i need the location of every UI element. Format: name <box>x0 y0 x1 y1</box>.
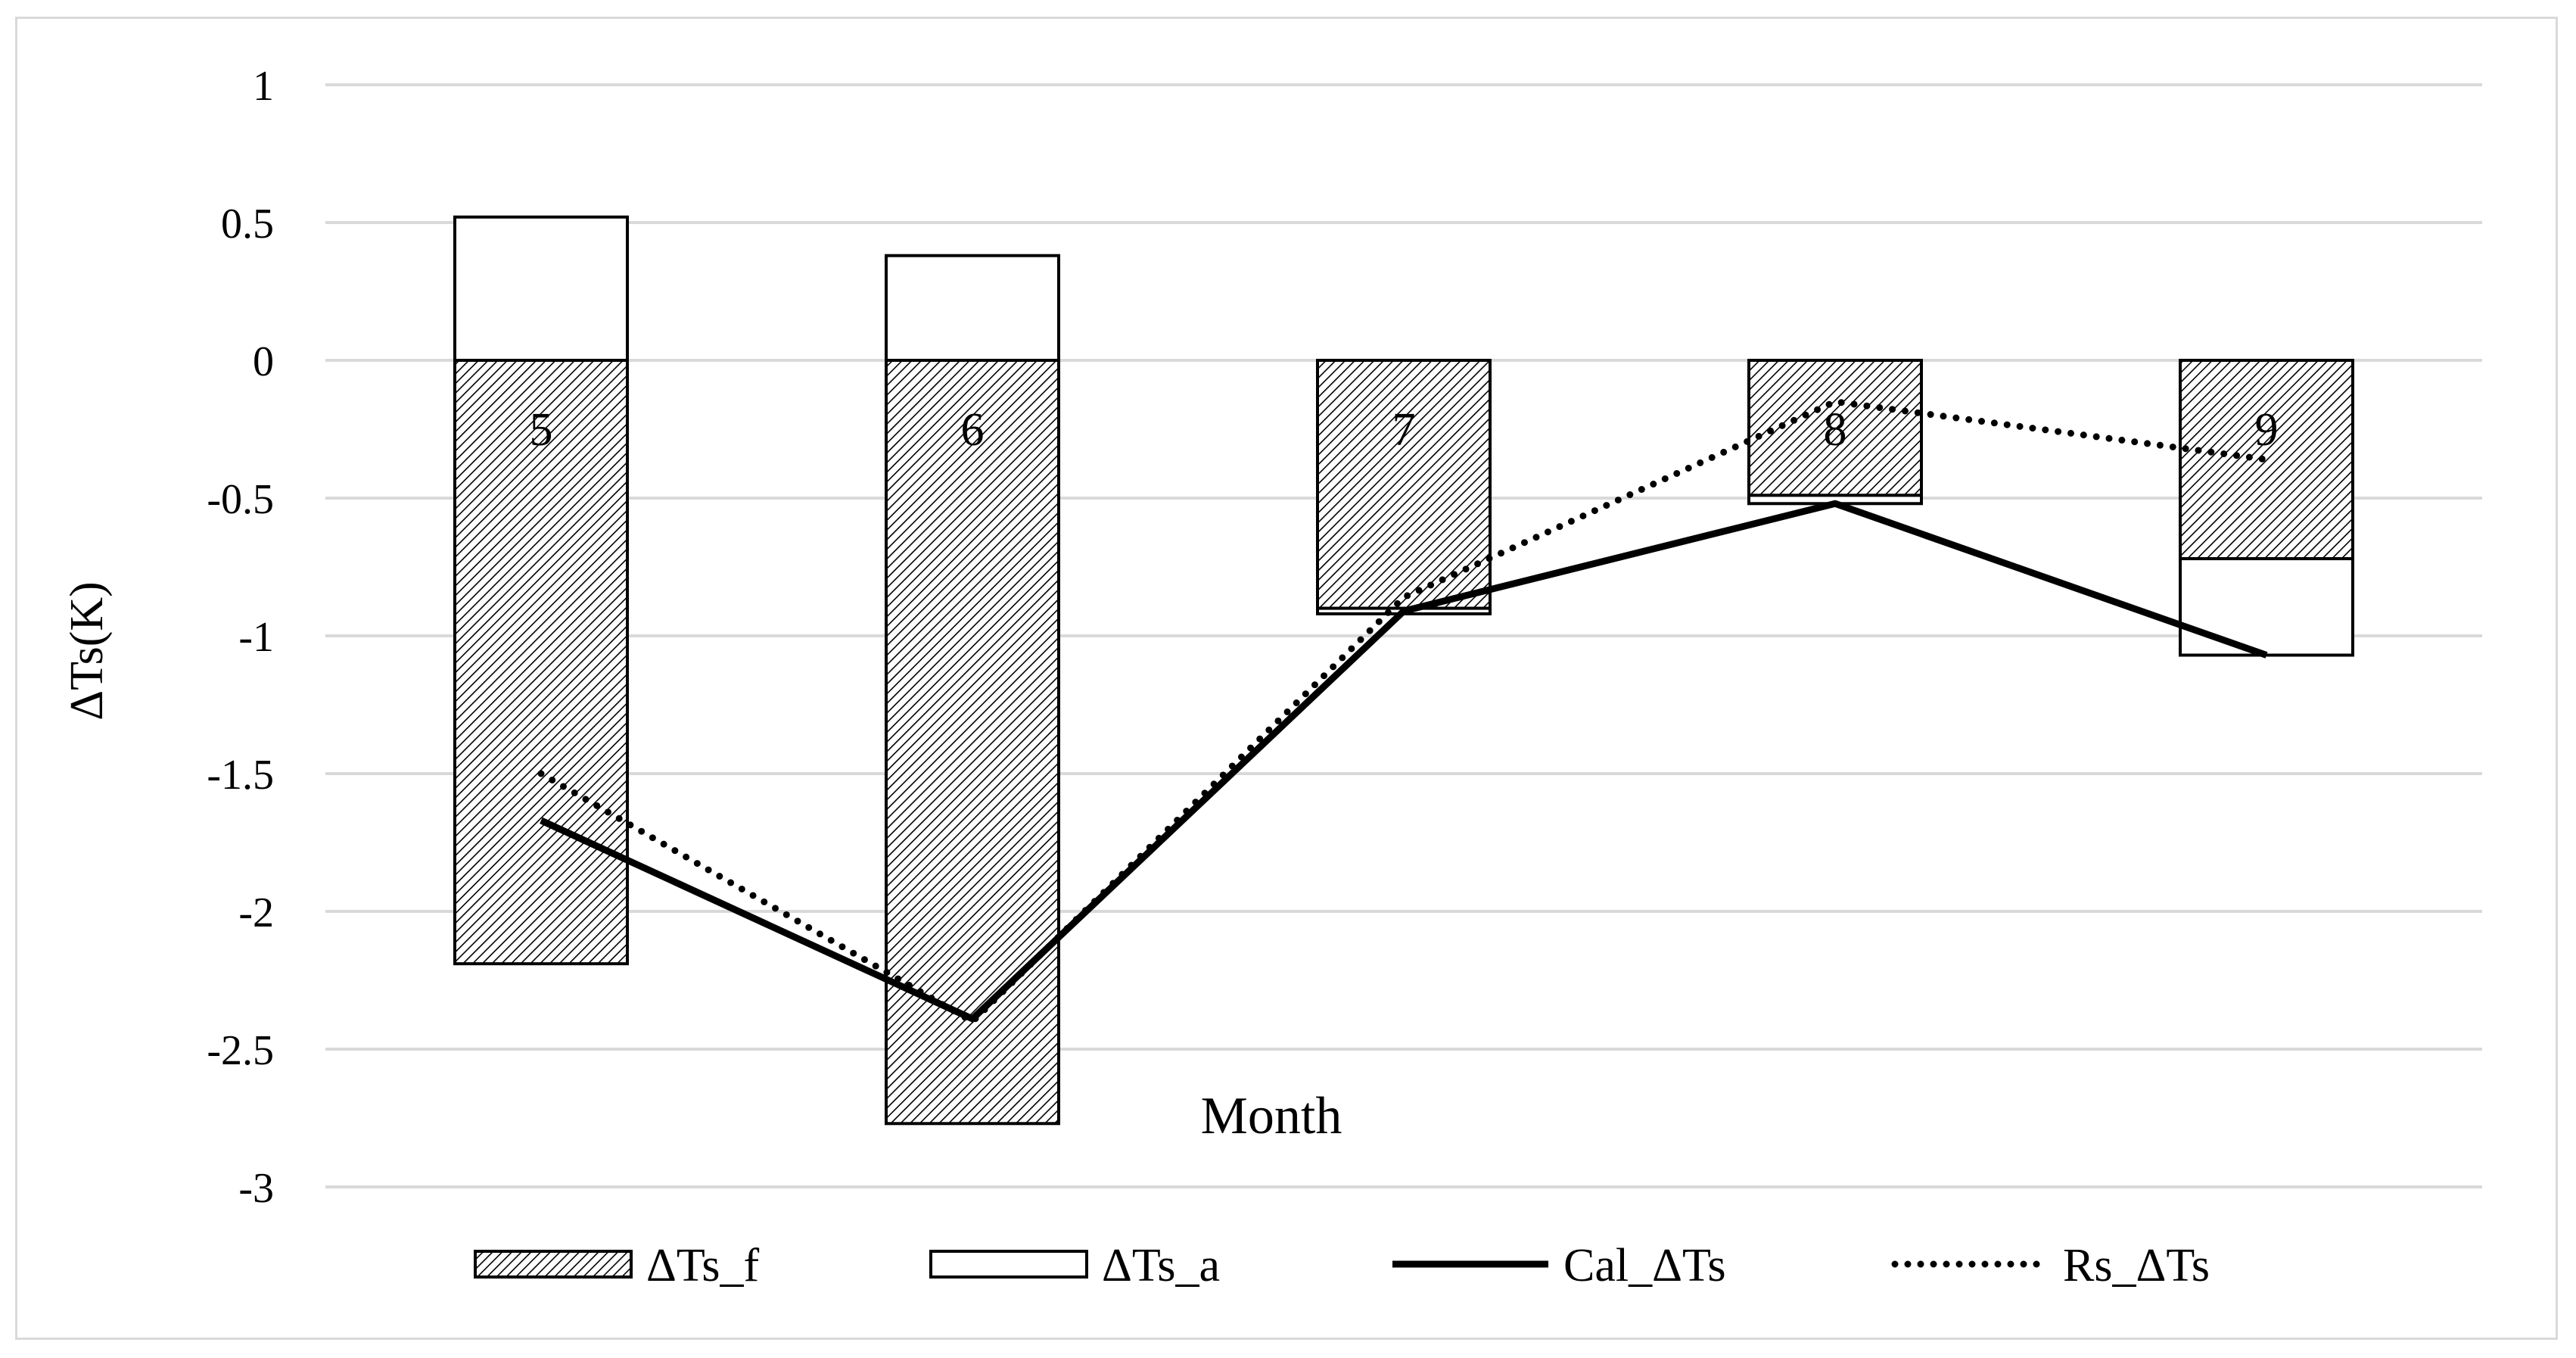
legend-item-cal-dts: Cal_ΔTs <box>1392 1240 1726 1291</box>
category-label: 8 <box>1824 404 1847 456</box>
y-tick-label: 1 <box>253 63 274 110</box>
y-tick-label: -1 <box>238 614 274 661</box>
bar-dts-f <box>2179 359 2354 561</box>
legend-item-dts-a: ΔTs_a <box>929 1240 1220 1291</box>
line-rs-dts <box>537 397 2270 1026</box>
legend-label: ΔTs_a <box>1102 1240 1220 1291</box>
legend-swatch <box>474 1250 633 1279</box>
legend-item-dts-f: ΔTs_f <box>474 1240 760 1291</box>
x-axis-title: Month <box>1201 1087 1342 1145</box>
legend-item-rs-dts: Rs_ΔTs <box>1891 1240 2210 1291</box>
chart-frame <box>15 17 2558 1340</box>
category-label: 5 <box>530 404 553 456</box>
legend-label: Cal_ΔTs <box>1563 1240 1726 1291</box>
y-tick-label: 0.5 <box>221 201 274 248</box>
y-tick-label: 0 <box>253 338 274 385</box>
category-label: 7 <box>1392 404 1416 456</box>
series-lines <box>537 397 2270 1026</box>
bar-dts-f <box>453 359 629 966</box>
legend-label: ΔTs_f <box>646 1240 760 1291</box>
legend-label: Rs_ΔTs <box>2063 1240 2210 1291</box>
category-label: 9 <box>2255 404 2279 456</box>
y-axis-title: ΔTs(K) <box>61 581 113 721</box>
y-tick-label: -2.5 <box>207 1027 274 1074</box>
y-tick-label: -3 <box>238 1165 274 1212</box>
legend-swatch <box>929 1250 1088 1279</box>
category-label: 6 <box>961 404 985 456</box>
category-labels: 5 6 7 8 9 <box>530 404 2279 456</box>
y-tick-label: -2 <box>238 889 274 936</box>
bar-dts-a <box>885 254 1060 362</box>
bar-dts-f <box>885 359 1060 1126</box>
bar-dts-a <box>453 215 629 362</box>
bars <box>453 215 2354 1126</box>
y-tick-label: -1.5 <box>207 752 274 799</box>
legend: ΔTs_f ΔTs_a Cal_ΔTs Rs_ΔTs <box>474 1240 2210 1291</box>
bar-dts-a <box>2179 557 2354 657</box>
bar-dts-f <box>1316 359 1492 610</box>
y-tick-label: -0.5 <box>207 476 274 523</box>
line-cal-dts <box>540 500 2268 1023</box>
gridlines <box>325 83 2482 1188</box>
y-axis-ticks: 1 0.5 0 -0.5 -1 -1.5 -2 -2.5 -3 <box>207 63 274 1212</box>
